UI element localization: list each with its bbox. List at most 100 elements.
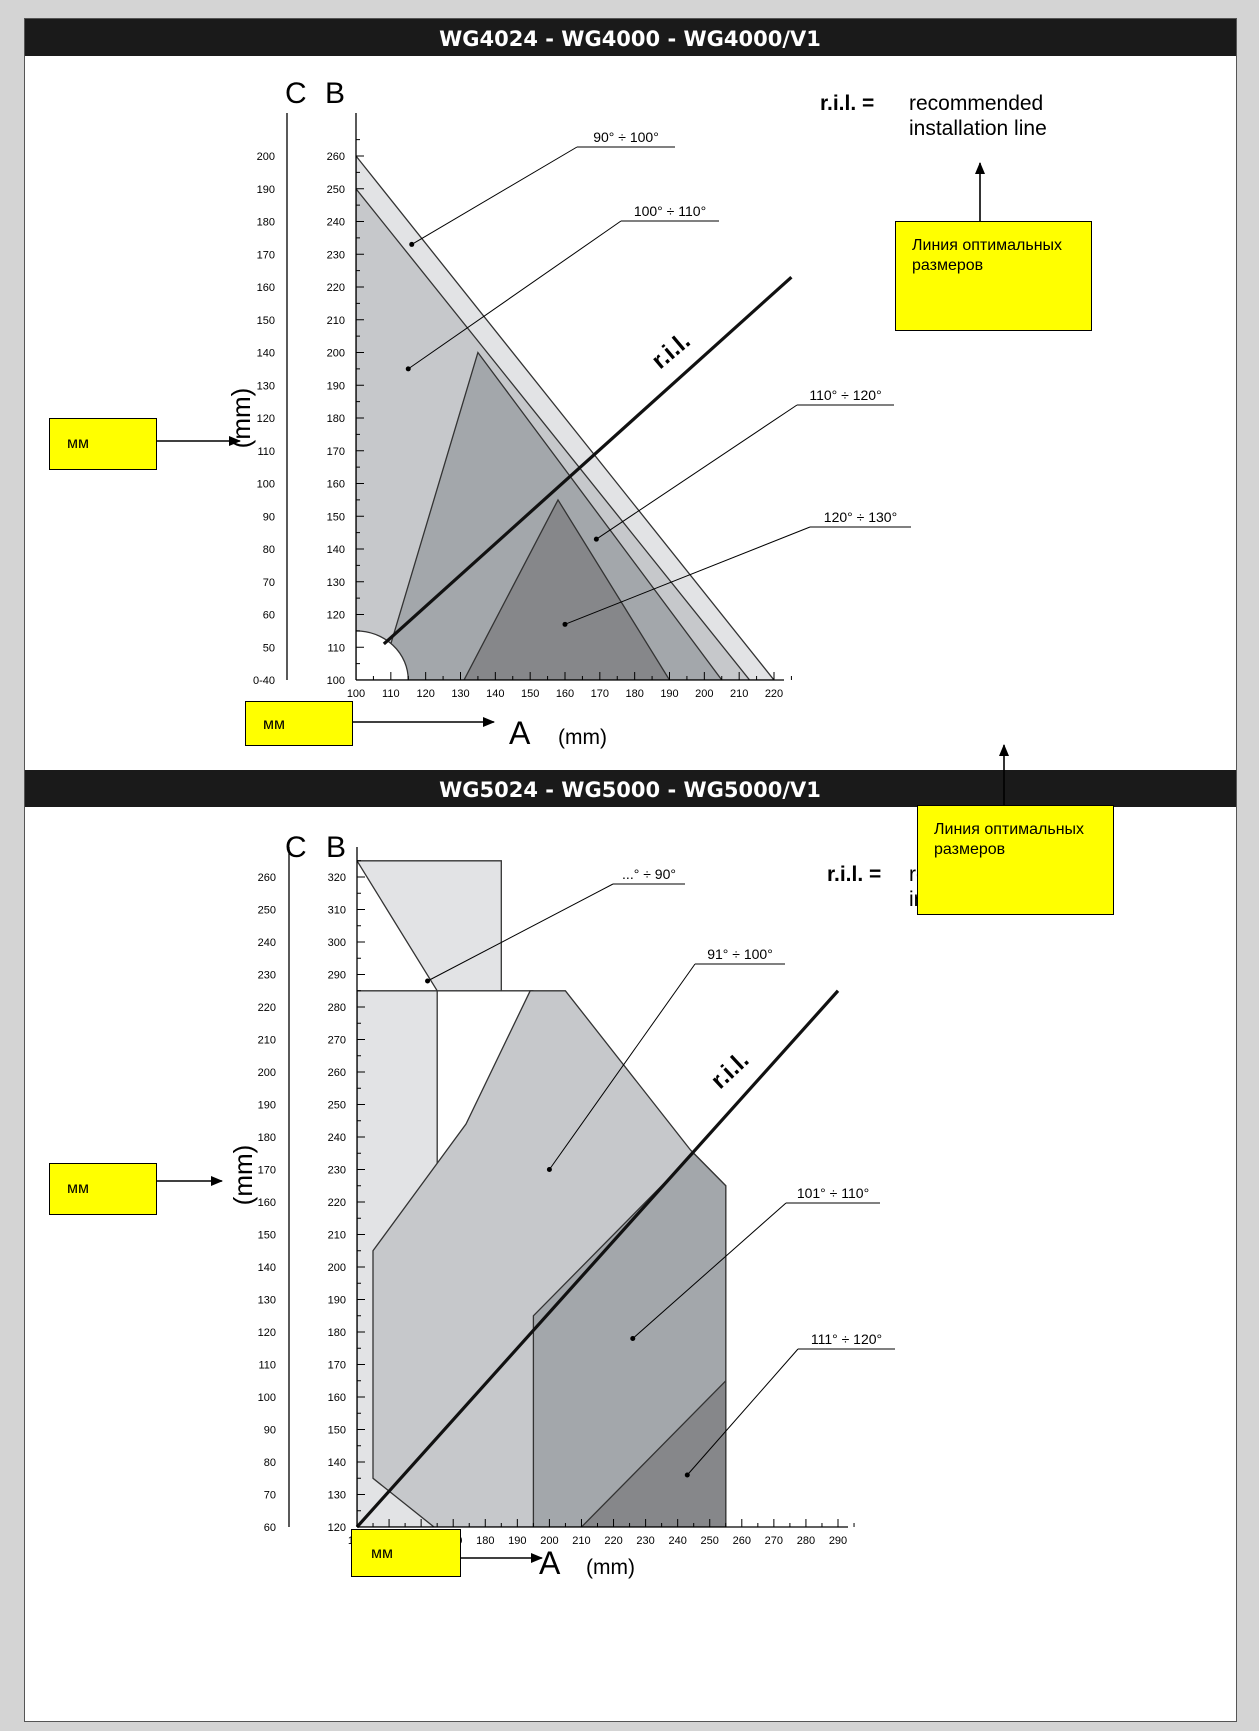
legend-abbr: r.i.l. = [827,863,881,886]
b-tick-label: 220 [328,1197,346,1209]
note-text: мм [371,1545,393,1562]
x-tick-label: 220 [765,688,783,700]
b-tick-label: 270 [328,1035,346,1047]
ril-line [355,989,840,1529]
c-tick-label: 100 [257,479,275,491]
region-layer [357,860,727,1527]
callout-leader [564,526,811,625]
c-tick-label: 80 [263,544,275,556]
c-tick-label: 160 [257,282,275,294]
b-tick-label: 180 [328,1327,346,1339]
series-label: 101° ÷ 110° [797,1185,869,1201]
c-tick-label: 70 [263,577,275,589]
b-tick-label: 220 [327,282,345,294]
b-tick-label: 170 [328,1360,346,1372]
c-tick-label: 160 [258,1197,276,1209]
b-tick-label: 150 [327,511,345,523]
x-tick-label: 110 [382,688,400,700]
note-box-mm-2: мм [245,701,353,746]
x-tick-label: 290 [829,1535,847,1547]
page-frame: WG4024 - WG4000 - WG4000/V1 r.i.l. 100 110 1… [24,18,1237,1722]
y-axis-unit: (mm) [228,1145,258,1206]
b-tick-label: 240 [327,217,345,229]
note-box-mm-3: мм [49,1163,157,1215]
x-tick-label: 150 [521,688,539,700]
b-tick-label: 290 [328,970,346,982]
b-tick-label: 150 [328,1425,346,1437]
c-tick-label: 120 [258,1327,276,1339]
c-tick-label: 180 [258,1132,276,1144]
x-tick-label: 260 [733,1535,751,1547]
b-tick-label: 140 [328,1457,346,1469]
b-tick-label: 230 [327,249,345,261]
x-tick-label: 210 [730,688,748,700]
c-tick-label: 0-40 [253,675,275,687]
x-tick-label: 120 [416,688,434,700]
b-tick-label: 160 [327,479,345,491]
title-band [25,19,1236,56]
c-tick-label: 240 [258,937,276,949]
x-axis-letter: A [509,715,531,751]
note-box-optimal-line-1: Линия оптимальных размеров [895,221,1092,331]
callout-leader [411,146,578,245]
x-tick-label: 220 [604,1535,622,1547]
c-tick-label: 190 [258,1100,276,1112]
chart-title: WG5024 - WG5000 - WG5000/V1 [439,778,821,802]
x-tick-label: 250 [701,1535,719,1547]
series-label: 120° ÷ 130° [824,509,897,525]
x-tick-label: 170 [591,688,609,700]
c-tick-label: 60 [263,610,275,622]
charts-canvas: WG4024 - WG4000 - WG4000/V1 r.i.l. 100 110 1… [25,19,1236,1581]
c-tick-label: 50 [263,642,275,654]
b-tick-label: 210 [328,1230,346,1242]
b-tick-label: 310 [328,905,346,917]
x-tick-label: 190 [660,688,678,700]
c-tick-label: 230 [258,970,276,982]
b-axis-letter: B [326,831,346,864]
b-tick-label: 250 [327,184,345,196]
x-tick-label: 180 [625,688,643,700]
callout-leader [427,883,614,982]
note-text: мм [67,1180,89,1197]
b-tick-label: 170 [327,446,345,458]
legend-line-2: installation line [909,117,1047,140]
c-tick-label: 120 [257,413,275,425]
c-tick-label: 60 [264,1522,276,1534]
c-tick-label: 170 [258,1165,276,1177]
c-tick-label: 140 [258,1262,276,1274]
x-tick-label: 140 [486,688,504,700]
b-tick-label: 250 [328,1100,346,1112]
note-box-mm-4: мм [351,1529,461,1577]
callout-leader [632,1202,787,1339]
c-tick-label: 80 [264,1457,276,1469]
note-text: Линия оптимальных размеров [934,821,1085,858]
b-tick-label: 260 [328,1067,346,1079]
chart-1: WG4024 - WG4000 - WG4000/V1 r.i.l. 100 110 1… [25,19,1236,751]
x-tick-label: 280 [797,1535,815,1547]
b-tick-label: 160 [328,1392,346,1404]
c-tick-label: 90 [264,1425,276,1437]
b-tick-label: 210 [327,315,345,327]
b-tick-label: 130 [328,1490,346,1502]
callout-leader [548,963,696,1170]
x-tick-label: 100 [347,688,365,700]
c-tick-label: 250 [258,905,276,917]
note-text: мм [67,435,89,452]
c-tick-label: 140 [257,348,275,360]
x-tick-label: 160 [556,688,574,700]
x-tick-label: 200 [540,1535,558,1547]
c-tick-label: 90 [263,511,275,523]
x-tick-label: 230 [636,1535,654,1547]
callout-leader [596,404,798,540]
c-tick-label: 190 [257,184,275,196]
c-tick-label: 220 [258,1002,276,1014]
x-tick-label: 270 [765,1535,783,1547]
callout-leader [686,1348,799,1476]
region-4 [463,498,671,680]
note-box-optimal-line-2: Линия оптимальных размеров [917,805,1114,915]
x-axis-letter: A [539,1545,561,1581]
y-axis-unit: (mm) [226,388,256,449]
b-tick-label: 100 [327,675,345,687]
c-tick-label: 70 [264,1490,276,1502]
callout-leader [407,220,622,370]
